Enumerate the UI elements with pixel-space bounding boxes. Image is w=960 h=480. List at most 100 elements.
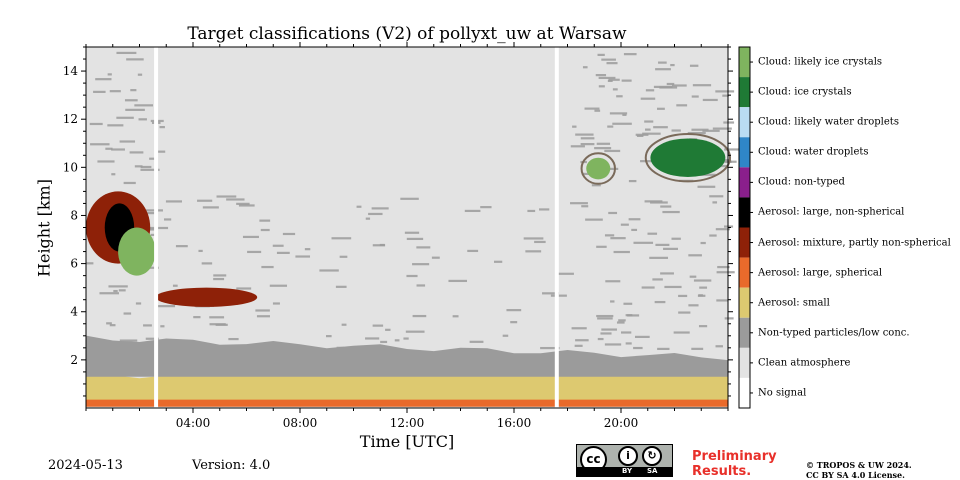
- speckle-mark: [140, 165, 152, 169]
- speckle-mark: [109, 324, 116, 327]
- speckle-mark: [149, 226, 169, 230]
- speckle-mark: [628, 218, 641, 221]
- preliminary-note: Preliminary Results.: [692, 449, 777, 479]
- speckle-mark: [95, 78, 112, 81]
- speckle-mark: [600, 332, 612, 335]
- speckle-mark: [134, 104, 153, 107]
- speckle-mark: [623, 53, 637, 56]
- speckle-mark: [304, 248, 311, 251]
- speckle-mark: [335, 285, 347, 288]
- speckle-mark: [594, 147, 612, 150]
- speckle-mark: [659, 86, 678, 89]
- speckle-mark: [623, 302, 633, 305]
- speckle-mark: [596, 142, 611, 145]
- speckle-mark: [339, 255, 348, 258]
- speckle-mark: [570, 145, 585, 148]
- speckle-mark: [700, 241, 706, 245]
- speckle-mark: [550, 294, 567, 297]
- legend-label: Cloud: water droplets: [758, 146, 869, 158]
- speckle-mark: [644, 200, 663, 203]
- speckle-mark: [111, 173, 116, 176]
- speckle-mark: [633, 241, 654, 244]
- speckle-mark: [649, 256, 669, 259]
- speckle-mark: [175, 245, 188, 248]
- y-tick-label: 4: [70, 305, 78, 319]
- speckle-mark: [331, 237, 352, 240]
- no-signal-gap-0: [154, 47, 159, 408]
- speckle-mark: [671, 84, 687, 87]
- speckle-mark: [404, 231, 420, 234]
- speckle-mark: [193, 316, 201, 319]
- legend-label: Cloud: ice crystals: [758, 86, 852, 98]
- speckle-mark: [137, 73, 143, 76]
- speckle-mark: [698, 325, 708, 328]
- speckle-mark: [238, 204, 255, 207]
- speckle-mark: [201, 262, 213, 265]
- speckle-mark: [584, 107, 600, 110]
- speckle-mark: [688, 254, 702, 257]
- legend-swatch: [739, 137, 750, 168]
- speckle-mark: [699, 173, 716, 176]
- speckle-mark: [467, 249, 479, 253]
- x-tick-label: 04:00: [176, 416, 211, 430]
- speckle-mark: [99, 292, 119, 295]
- speckle-mark: [660, 272, 674, 275]
- speckle-mark: [610, 300, 615, 303]
- person-icon: i: [618, 446, 638, 466]
- speckle-mark: [715, 90, 735, 93]
- legend-label: No signal: [758, 387, 807, 399]
- speckle-mark: [209, 316, 225, 319]
- speckle-mark: [368, 212, 383, 216]
- speckle-mark: [570, 202, 588, 205]
- speckle-mark: [691, 347, 704, 350]
- x-tick-label: 16:00: [497, 416, 532, 430]
- speckle-mark: [138, 118, 147, 121]
- legend-swatch: [739, 317, 750, 348]
- speckle-mark: [641, 286, 655, 289]
- speckle-mark: [209, 323, 226, 326]
- speckle-mark: [644, 120, 654, 123]
- speckle-mark: [663, 247, 678, 250]
- speckle-mark: [341, 323, 347, 326]
- speckle-mark: [109, 90, 121, 93]
- speckle-mark: [90, 143, 110, 146]
- speckle-mark: [525, 250, 542, 253]
- speckle-mark: [591, 184, 601, 187]
- speckle-mark: [716, 271, 735, 274]
- speckle-mark: [123, 181, 136, 185]
- speckle-mark: [571, 327, 587, 330]
- speckle-mark: [111, 148, 125, 151]
- speckle-mark: [282, 232, 296, 236]
- legend-swatch: [739, 47, 750, 78]
- speckle-mark: [709, 234, 717, 237]
- region-cloud-ice-crystals-8: [650, 138, 726, 177]
- x-axis-label: Time [UTC]: [359, 432, 455, 451]
- legend-label: Aerosol: large, non-spherical: [758, 206, 905, 218]
- speckle-mark: [666, 82, 675, 86]
- speckle-mark: [134, 165, 143, 168]
- speckle-mark: [149, 157, 158, 160]
- speckle-mark: [493, 260, 503, 263]
- speckle-mark: [613, 250, 630, 254]
- speckle-mark: [699, 286, 708, 289]
- speckle-mark: [412, 263, 430, 266]
- speckle-mark: [622, 113, 627, 116]
- speckle-mark: [379, 243, 385, 247]
- legend-colorbar: [738, 46, 753, 409]
- speckle-mark: [640, 97, 656, 100]
- speckle-mark: [118, 289, 126, 292]
- speckle-mark: [702, 129, 720, 132]
- speckle-mark: [556, 272, 574, 275]
- speckle-mark: [242, 235, 259, 239]
- speckle-mark: [356, 205, 362, 208]
- speckle-mark: [620, 223, 629, 226]
- speckle-mark: [125, 108, 145, 111]
- speckle-mark: [671, 129, 681, 132]
- region-aerosol-mixture-partly-non-spherical-6: [155, 287, 258, 307]
- speckle-mark: [574, 344, 583, 347]
- speckle-mark: [261, 265, 274, 269]
- speckle-mark: [272, 302, 280, 305]
- legend-swatch: [739, 107, 750, 138]
- legend-swatch: [739, 347, 750, 378]
- speckle-mark: [385, 328, 391, 331]
